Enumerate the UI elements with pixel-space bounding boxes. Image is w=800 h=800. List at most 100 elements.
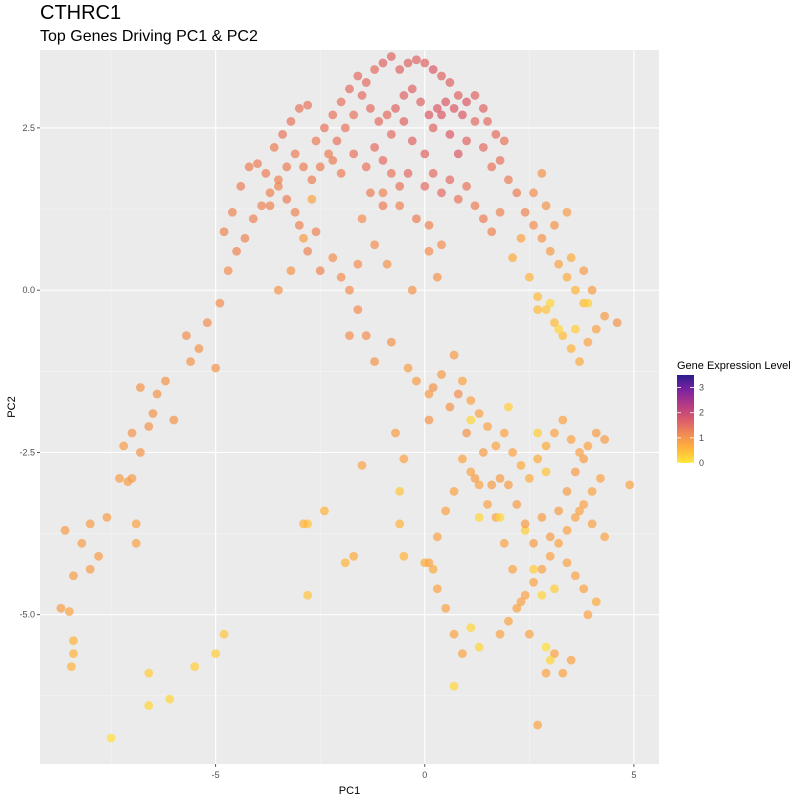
data-point [449, 486, 459, 496]
data-point [424, 220, 434, 230]
data-point [382, 259, 392, 269]
data-point [432, 272, 442, 282]
data-point [273, 181, 283, 191]
data-point [541, 441, 551, 451]
data-point [311, 136, 321, 146]
data-point [353, 259, 363, 269]
data-point [462, 181, 472, 191]
data-point [366, 104, 375, 113]
data-point [391, 428, 400, 438]
data-point [495, 512, 505, 522]
data-point [407, 84, 417, 94]
data-point [290, 207, 300, 217]
data-point [529, 538, 538, 548]
data-point [399, 117, 409, 126]
data-point [328, 110, 338, 120]
data-point [591, 428, 601, 438]
data-point [69, 571, 78, 581]
data-point [294, 104, 304, 113]
data-point [290, 149, 300, 159]
data-point [474, 480, 484, 490]
data-point [115, 474, 124, 483]
data-point [273, 175, 283, 185]
data-point [66, 662, 76, 672]
data-point [583, 337, 593, 347]
data-point [361, 331, 371, 340]
data-point [495, 155, 505, 165]
data-point [407, 285, 417, 295]
data-point [550, 428, 559, 438]
data-point [265, 201, 275, 211]
data-point [466, 396, 476, 405]
data-point [554, 506, 564, 516]
data-point [545, 532, 555, 542]
data-point [432, 104, 442, 113]
data-point [516, 597, 526, 607]
data-point [399, 91, 409, 100]
data-point [361, 162, 371, 172]
data-point [211, 363, 221, 373]
data-point [424, 110, 434, 120]
data-point [219, 227, 229, 237]
data-point [144, 668, 154, 678]
data-point [478, 142, 488, 152]
data-point [273, 285, 283, 295]
data-point [579, 266, 589, 276]
data-point [311, 227, 321, 237]
data-point [286, 117, 296, 126]
data-point [395, 486, 405, 496]
data-point [227, 207, 237, 217]
data-point [483, 117, 492, 126]
data-point [583, 441, 593, 451]
legend-tick-label: 0 [699, 458, 704, 468]
data-point [487, 227, 497, 237]
data-point [194, 344, 204, 353]
data-point [428, 168, 438, 178]
x-tick-label: 0 [422, 770, 427, 780]
data-point [248, 214, 258, 224]
data-point [491, 129, 501, 139]
x-tick-label: -5 [212, 770, 220, 780]
data-point [600, 435, 610, 444]
data-point [399, 551, 409, 561]
legend-tick-label: 3 [699, 383, 704, 393]
data-point [340, 123, 350, 133]
data-point [131, 538, 141, 548]
data-point [315, 162, 325, 172]
data-point [499, 428, 509, 438]
data-point [85, 564, 95, 574]
data-point [445, 402, 455, 412]
data-point [554, 538, 564, 548]
data-point [470, 474, 480, 483]
data-point [403, 58, 413, 68]
data-point [378, 201, 388, 211]
data-point [558, 331, 568, 340]
data-point [550, 584, 559, 594]
data-point [269, 142, 279, 152]
data-point [445, 78, 455, 87]
data-point [437, 188, 446, 198]
data-point [186, 357, 195, 366]
data-point [566, 435, 576, 444]
data-point [278, 129, 287, 139]
data-point [265, 188, 275, 198]
data-point [161, 376, 170, 386]
data-point [345, 331, 354, 340]
legend-tick-label: 1 [699, 433, 704, 443]
data-point [453, 91, 463, 100]
data-point [135, 383, 145, 392]
data-point [562, 207, 572, 217]
data-point [60, 525, 70, 535]
data-point [529, 564, 538, 574]
data-point [550, 220, 559, 230]
data-point [336, 97, 346, 107]
data-point [307, 194, 317, 204]
data-point [324, 149, 333, 159]
data-point [554, 259, 564, 269]
data-point [303, 100, 313, 110]
data-point [320, 506, 329, 516]
data-point [420, 149, 430, 159]
data-point [244, 162, 254, 172]
x-tick-label: 5 [631, 770, 636, 780]
